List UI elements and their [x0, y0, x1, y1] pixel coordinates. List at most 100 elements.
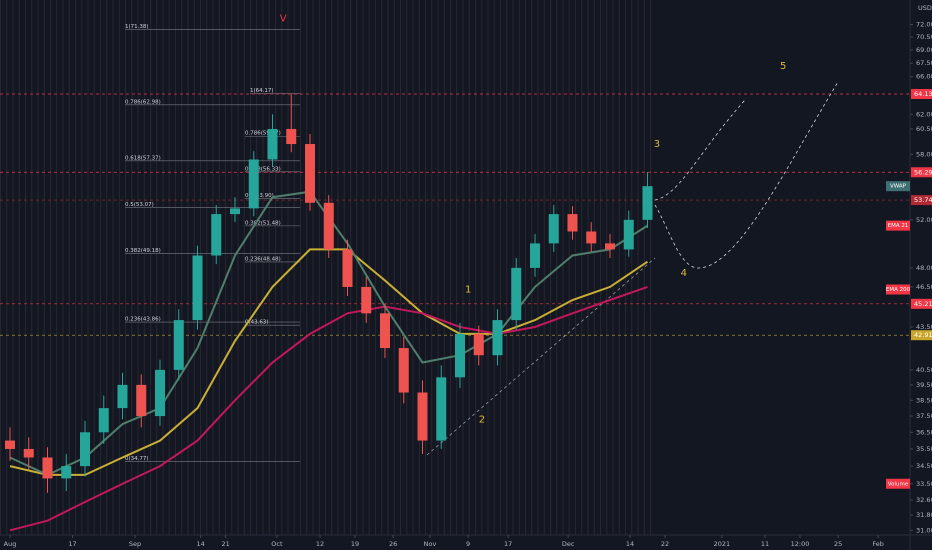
y-tick-label: 46.50	[916, 283, 932, 291]
y-tick-label: 36.50	[916, 428, 932, 436]
axis-layer: 72.00 70.50 69.00 67.50 66.00 62.00 60.50 58.00…	[4, 21, 932, 548]
y-tick-label: 31.00	[916, 526, 932, 534]
price-label-box	[911, 298, 932, 309]
candle-body	[42, 457, 53, 479]
x-tick-label: 14	[626, 540, 634, 548]
candle-body	[417, 392, 428, 441]
price-label: 45.21	[914, 300, 932, 308]
x-tick-label: Oct	[271, 540, 283, 548]
candle-body	[586, 231, 597, 244]
currency: USD	[918, 4, 932, 12]
candle-body	[398, 348, 409, 393]
candle-body	[80, 432, 90, 467]
y-tick-label: 52.00	[916, 216, 932, 224]
indicator-tag: Volume	[888, 481, 909, 487]
candle-body	[5, 440, 15, 449]
candle-body	[567, 214, 578, 232]
x-tick-label: Aug	[4, 540, 17, 548]
candle-body	[342, 249, 353, 287]
fib-label: 0.786(59.77)	[245, 131, 281, 137]
candle-body	[117, 384, 128, 409]
candle-body	[286, 128, 297, 145]
candle-body	[248, 159, 259, 209]
candle-body	[98, 408, 109, 433]
fib-label: 1(64.17)	[250, 88, 274, 94]
price-label: 53.74	[914, 196, 932, 204]
wave-label: 5	[780, 61, 786, 72]
fib-label: 0.382(51.48)	[245, 220, 281, 226]
y-tick-label: 48.00	[916, 264, 932, 272]
price-label-box	[911, 167, 932, 178]
indicator-tag: EMA 200	[886, 287, 911, 293]
projection	[654, 99, 746, 201]
y-tick-label: 39.50	[916, 381, 932, 389]
candle-body	[380, 313, 390, 349]
x-tick-label: 17	[504, 540, 512, 548]
x-tick-label: Feb	[872, 540, 884, 548]
y-tick-label: 34.50	[916, 462, 932, 470]
fib-label: 0.786(62.98)	[125, 99, 161, 105]
x-tick-label: 22	[661, 540, 669, 548]
candle-body	[136, 384, 147, 417]
y-tick-label: 35.50	[916, 445, 932, 453]
price-label: 56.29	[914, 168, 932, 176]
candle-body	[61, 466, 72, 479]
price-label-box	[911, 88, 932, 99]
fib-label: 0.618(56.33)	[245, 166, 281, 172]
price-label-box	[911, 195, 932, 206]
x-tick-label: 2021	[714, 540, 731, 548]
ema-line	[9, 285, 648, 532]
candle-body	[530, 243, 540, 268]
candle-body	[323, 202, 334, 250]
candle-body	[548, 214, 559, 244]
candle-body	[473, 333, 484, 356]
y-tick-label: 33.50	[916, 480, 932, 488]
wave-label: V	[280, 14, 287, 25]
fib-label: 0.5(53.90)	[245, 193, 274, 199]
candle-body	[455, 333, 465, 378]
fib-label: 0.236(43.86)	[125, 317, 161, 323]
x-tick-label: 12	[316, 540, 324, 548]
fib-label: 0.236(48.48)	[245, 256, 281, 262]
wave-label: 1	[465, 285, 471, 296]
indicator-tag-box	[886, 284, 910, 295]
x-tick-label: 11	[761, 540, 769, 548]
y-tick-label: 69.00	[916, 46, 932, 54]
projection	[654, 81, 839, 269]
x-tick-label: 9	[466, 540, 470, 548]
candle-body	[267, 128, 278, 160]
candle-body	[192, 255, 203, 321]
y-tick-label: 72.00	[916, 21, 932, 29]
price-label: 42.91	[914, 331, 932, 339]
x-tick-label: 12:00	[791, 540, 810, 548]
y-tick-label: 58.00	[916, 150, 932, 158]
fib-label: 0(43.63)	[245, 320, 269, 326]
candle-body	[211, 214, 222, 256]
candle-body	[642, 186, 653, 220]
x-tick-label: 17	[68, 540, 76, 548]
price-label: 64.13	[914, 90, 932, 98]
x-tick-label: 25	[834, 540, 842, 548]
candle-body	[492, 320, 503, 356]
y-tick-label: 43.50	[916, 323, 932, 331]
fib-label: 0.382(49.18)	[125, 248, 161, 254]
x-tick-label: Sep	[129, 540, 141, 548]
price-line-layer	[0, 93, 910, 336]
candle-layer	[5, 94, 653, 493]
indicator-tag-box	[886, 220, 910, 231]
candle-body	[305, 144, 315, 203]
x-tick-label: 21	[221, 540, 229, 548]
fib-label: 0(34.77)	[125, 456, 149, 462]
y-tick-label: 67.50	[916, 59, 932, 67]
candle-body	[623, 219, 634, 250]
x-tick-label: 26	[389, 540, 397, 548]
y-tick-label: 66.00	[916, 73, 932, 81]
wave-label: 3	[654, 139, 660, 150]
y-tick-label: 32.60	[916, 496, 932, 504]
fib-label: 0.618(57.37)	[125, 155, 161, 161]
candle-body	[230, 208, 240, 215]
y-tick-label: 38.50	[916, 396, 932, 404]
session-stripes	[0, 0, 656, 535]
candle-body	[361, 286, 372, 314]
